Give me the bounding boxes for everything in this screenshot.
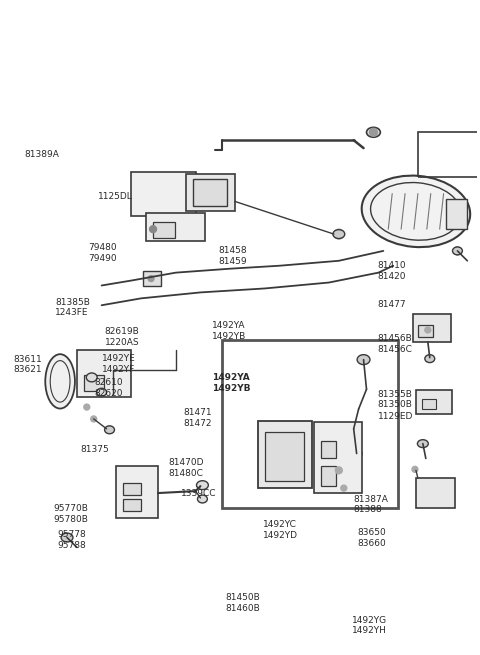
- Text: 79480
79490: 79480 79490: [88, 244, 117, 263]
- Text: 81389A: 81389A: [24, 150, 60, 159]
- Circle shape: [352, 449, 361, 458]
- Ellipse shape: [86, 373, 97, 382]
- Bar: [84, 375, 104, 391]
- Circle shape: [88, 373, 96, 381]
- Text: 95770B
95780B: 95770B 95780B: [54, 504, 88, 524]
- Bar: [186, 174, 235, 212]
- Text: 81470D
81480C: 81470D 81480C: [168, 458, 204, 478]
- Ellipse shape: [425, 354, 435, 363]
- Circle shape: [420, 440, 426, 447]
- Bar: [418, 325, 433, 337]
- Bar: [143, 271, 161, 286]
- Text: 81477: 81477: [378, 299, 406, 309]
- Text: 81385B
1243FE: 81385B 1243FE: [55, 298, 90, 318]
- Ellipse shape: [351, 449, 362, 458]
- Bar: [123, 499, 141, 511]
- Text: 1129ED: 1129ED: [378, 412, 413, 421]
- Circle shape: [412, 466, 418, 472]
- Circle shape: [63, 534, 71, 542]
- Text: 81456B
81456C: 81456B 81456C: [378, 334, 412, 354]
- Ellipse shape: [105, 426, 114, 434]
- Circle shape: [84, 404, 90, 410]
- Ellipse shape: [197, 495, 207, 503]
- Bar: [416, 390, 452, 414]
- Text: 83650
83660: 83650 83660: [358, 528, 386, 548]
- Ellipse shape: [418, 440, 428, 447]
- Ellipse shape: [61, 533, 73, 542]
- Ellipse shape: [453, 247, 462, 255]
- Text: 81410
81420: 81410 81420: [378, 261, 406, 280]
- Circle shape: [150, 226, 156, 233]
- Bar: [321, 466, 336, 486]
- Text: 81355B
81350B: 81355B 81350B: [378, 390, 412, 409]
- Text: 1125DL: 1125DL: [97, 192, 132, 201]
- Bar: [131, 172, 195, 216]
- Text: 83611
83621: 83611 83621: [13, 355, 42, 375]
- Bar: [77, 350, 131, 397]
- Bar: [418, 132, 480, 177]
- Circle shape: [425, 327, 431, 333]
- Ellipse shape: [196, 481, 208, 489]
- Text: 81375: 81375: [80, 445, 109, 454]
- Text: 82619B
1220AS: 82619B 1220AS: [105, 327, 140, 346]
- Bar: [258, 421, 312, 488]
- Bar: [123, 483, 141, 495]
- Bar: [117, 466, 158, 517]
- Text: 81471
81472: 81471 81472: [183, 408, 212, 428]
- Text: 1492YG
1492YH: 1492YG 1492YH: [351, 616, 386, 635]
- Circle shape: [341, 485, 347, 491]
- Circle shape: [98, 389, 105, 396]
- Circle shape: [370, 128, 377, 136]
- Circle shape: [91, 416, 96, 422]
- Text: 1492YA
1492YB: 1492YA 1492YB: [212, 373, 250, 393]
- Circle shape: [336, 467, 342, 474]
- Bar: [264, 432, 304, 481]
- Ellipse shape: [333, 230, 345, 238]
- Text: 1339CC: 1339CC: [180, 489, 216, 498]
- Circle shape: [334, 229, 344, 239]
- Bar: [146, 214, 205, 241]
- Text: 82610
82620: 82610 82620: [95, 378, 123, 398]
- Circle shape: [359, 354, 369, 365]
- Circle shape: [148, 276, 154, 282]
- Ellipse shape: [362, 176, 470, 247]
- Bar: [445, 200, 468, 229]
- Bar: [222, 340, 398, 508]
- Ellipse shape: [367, 127, 380, 138]
- Text: 1492YE
1492YF: 1492YE 1492YF: [102, 354, 136, 374]
- Bar: [416, 478, 456, 508]
- Text: 1492YC
1492YD: 1492YC 1492YD: [263, 520, 298, 540]
- Text: 81450B
81460B: 81450B 81460B: [226, 593, 261, 612]
- Bar: [153, 222, 175, 238]
- Ellipse shape: [96, 388, 107, 396]
- Text: 81387A
81388: 81387A 81388: [354, 495, 389, 514]
- Bar: [314, 422, 361, 493]
- Text: 95778
95788: 95778 95788: [57, 530, 86, 550]
- Bar: [422, 399, 436, 409]
- Ellipse shape: [45, 354, 75, 409]
- Ellipse shape: [357, 354, 370, 365]
- Bar: [321, 441, 336, 458]
- Text: 1492YA
1492YB: 1492YA 1492YB: [212, 321, 246, 341]
- Bar: [192, 179, 227, 206]
- Bar: [413, 314, 451, 342]
- Circle shape: [106, 426, 113, 433]
- Text: 81458
81459: 81458 81459: [219, 246, 247, 266]
- Circle shape: [426, 355, 433, 362]
- Circle shape: [454, 247, 461, 255]
